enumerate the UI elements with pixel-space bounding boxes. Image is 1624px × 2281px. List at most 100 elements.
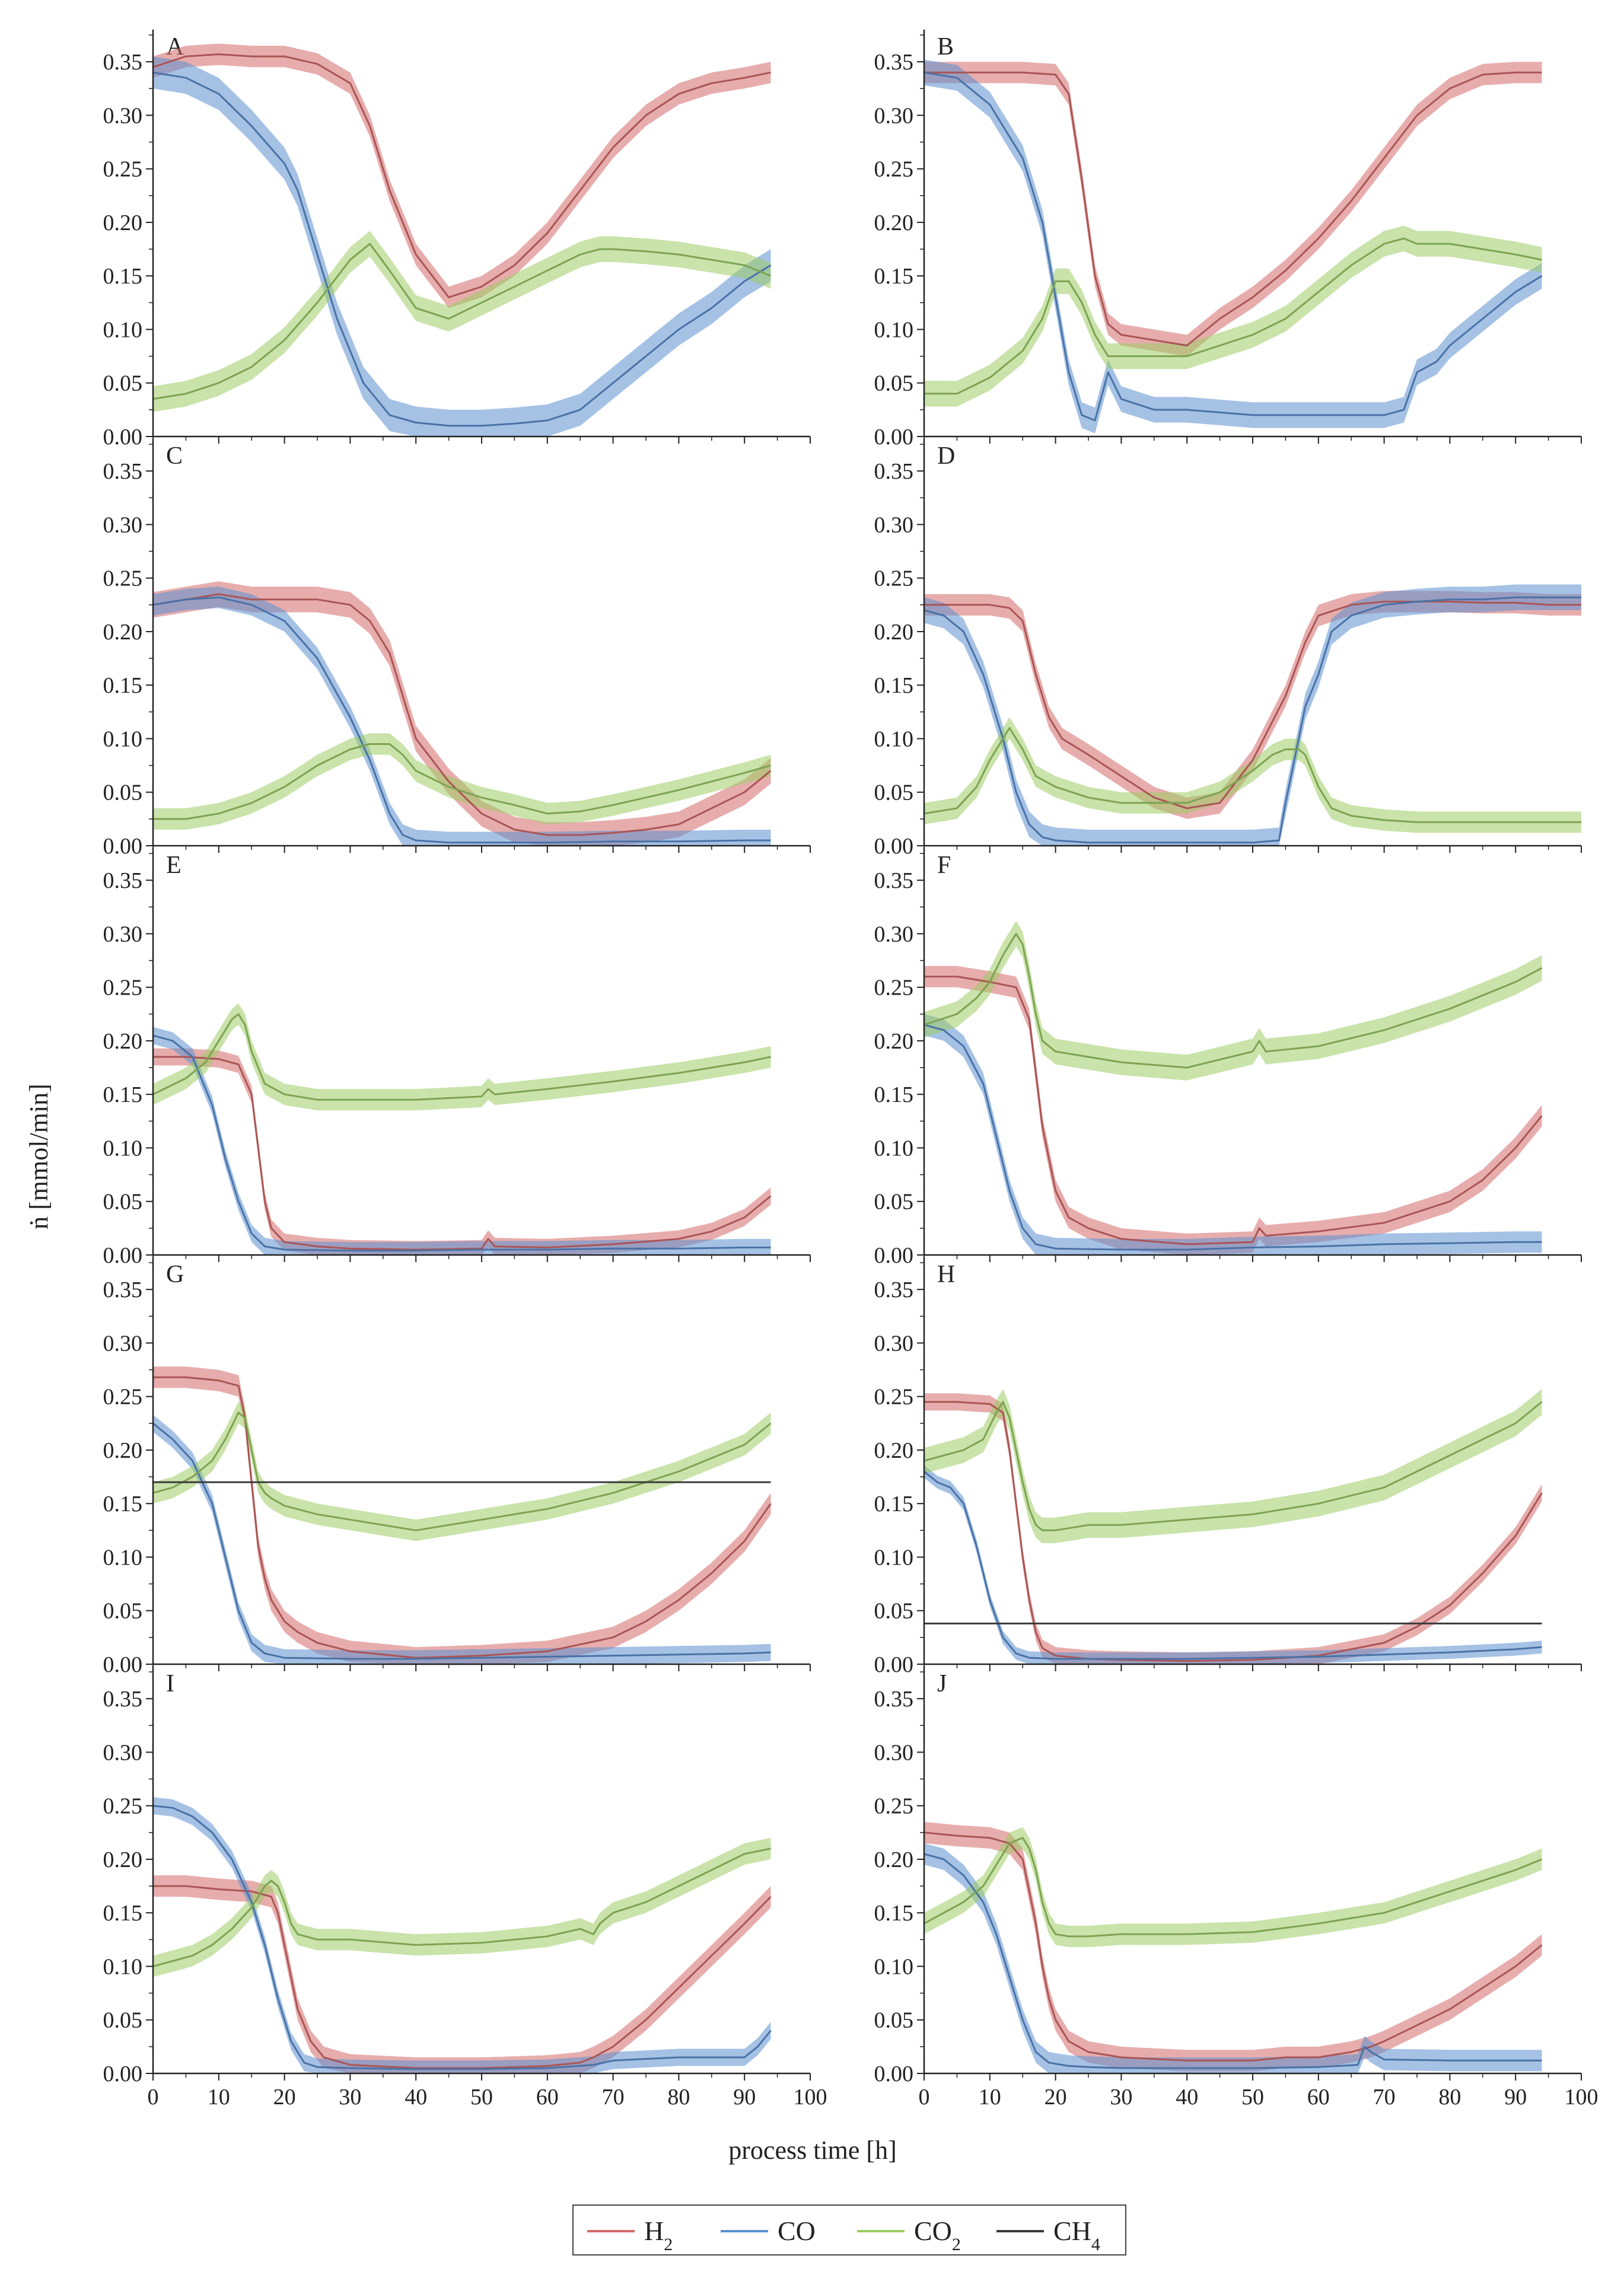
y-axis-title: ṅ [mmol/min] [24,1084,53,1229]
y-tick-label: 0.30 [874,1740,914,1765]
y-tick-label: 0.15 [103,264,143,289]
x-tick-label: 40 [405,2085,427,2110]
y-tick-label: 0.20 [874,1847,914,1872]
x-tick-label: 60 [536,2085,559,2110]
series-line-H2 [153,1376,772,1659]
x-tick-label: 30 [1110,2085,1132,2110]
y-tick-label: 0.25 [874,157,914,182]
series-line-H2 [924,71,1542,347]
series-line-H2 [924,1401,1543,1662]
x-tick-label: 50 [470,2085,493,2110]
plot-area [924,1821,1543,2073]
y-tick-label: 0.10 [103,317,143,342]
legend-item-CO: CO [721,2216,816,2246]
plot-area [153,43,772,437]
panel-H: H 0.00 0.05 0.10 0.15 0.20 0.25 0.30 0.35 [874,1257,1582,1677]
panel-letter: C [166,442,183,470]
y-tick-label: 0.00 [874,425,914,450]
y-tick-label: 0.05 [874,371,914,396]
y-tick-label: 0.15 [103,1901,143,1926]
x-tick-label: 80 [667,2085,690,2110]
plot-area [153,581,772,846]
series-band-CO2 [153,1837,771,1977]
series-line-H2 [924,976,1543,1245]
y-tick-label: 0.00 [103,1652,143,1677]
y-tick-label: 0.00 [103,834,143,859]
y-tick-label: 0.30 [103,103,143,128]
x-tick-label: 20 [1045,2085,1067,2110]
series-line-CO [153,1034,771,1252]
series-line-CO2 [924,932,1543,1069]
y-tick-label: 0.15 [103,1492,143,1517]
plot-area [924,920,1543,1255]
y-tick-label: 0.30 [874,103,914,128]
panel-B: B 0.00 0.05 0.10 0.15 0.20 0.25 0.30 0.35 [874,30,1582,450]
y-tick-label: 0.05 [103,2008,143,2033]
y-tick-label: 0.20 [103,1847,143,1872]
panel-C: C 0.00 0.05 0.10 0.15 0.20 0.25 0.30 0.35 [103,439,811,859]
panel-D: D 0.00 0.05 0.10 0.15 0.20 0.25 0.30 0.35 [874,439,1582,859]
y-tick-label: 0.10 [103,1136,143,1161]
panels-group: A0.000.050.100.150.200.250.300.35B0.000.… [103,30,1598,2110]
series-line-H2 [924,600,1581,810]
x-tick-label: 20 [273,2085,296,2110]
y-tick-label: 0.25 [103,976,143,1001]
series-band-CO2 [924,1389,1542,1543]
y-tick-label: 0.25 [874,1794,914,1819]
x-tick-label: 50 [1241,2085,1264,2110]
panel-letter: F [937,852,951,879]
panel-letter: J [937,1670,947,1697]
series-band-CO2 [924,920,1542,1081]
y-tick-label: 0.25 [874,566,914,591]
y-tick-label: 0.00 [874,1652,914,1677]
series-band-CO2 [153,1401,771,1541]
series-line-H2 [153,1885,772,2069]
series-line-CO [924,1853,1542,2069]
series-band-CO [153,587,771,846]
x-tick-label: 100 [794,2085,827,2110]
y-tick-label: 0.20 [103,211,143,235]
series-band-H2 [924,1821,1542,2072]
plot-area [153,1003,772,1255]
x-axis-title: process time [h] [728,2136,896,2165]
y-tick-label: 0.00 [874,834,914,859]
plot-area [153,1797,772,2073]
y-tick-label: 0.15 [874,1082,914,1107]
y-tick-label: 0.10 [874,1136,914,1161]
series-line-CO2 [924,1837,1543,1938]
y-tick-label: 0.00 [874,2062,914,2086]
y-tick-label: 0.00 [874,1243,914,1268]
y-tick-label: 0.05 [874,1599,914,1624]
y-tick-label: 0.35 [103,1278,143,1302]
y-tick-label: 0.00 [103,2062,143,2086]
plot-area [924,1389,1543,1664]
y-tick-label: 0.05 [103,780,143,805]
y-tick-label: 0.20 [103,1029,143,1054]
y-tick-label: 0.00 [103,1243,143,1268]
y-tick-label: 0.30 [103,1331,143,1356]
series-line-CO [153,1422,771,1660]
series-band-H2 [153,1048,771,1255]
y-tick-label: 0.15 [103,1082,143,1107]
y-tick-label: 0.25 [874,1385,914,1410]
y-tick-label: 0.20 [103,1438,143,1463]
series-band-CO2 [153,231,771,412]
y-tick-label: 0.05 [103,1190,143,1215]
legend-label: CO [778,2216,816,2246]
x-tick-label: 100 [1565,2085,1598,2110]
y-tick-label: 0.25 [103,1794,143,1819]
plot-area [153,1366,772,1664]
x-tick-label: 30 [339,2085,361,2110]
series-line-CO2 [153,1013,771,1101]
series-band-CO [924,1843,1542,2073]
y-tick-label: 0.35 [874,50,914,75]
y-tick-label: 0.30 [874,922,914,947]
y-tick-label: 0.05 [874,1190,914,1215]
x-tick-label: 90 [1504,2085,1527,2110]
series-line-CO [153,596,771,844]
series-line-CO [924,1470,1542,1660]
panel-E: E 0.00 0.05 0.10 0.15 0.20 0.25 0.30 0.35 [103,848,811,1268]
series-band-CO2 [924,1827,1542,1947]
series-band-CO [153,56,771,437]
